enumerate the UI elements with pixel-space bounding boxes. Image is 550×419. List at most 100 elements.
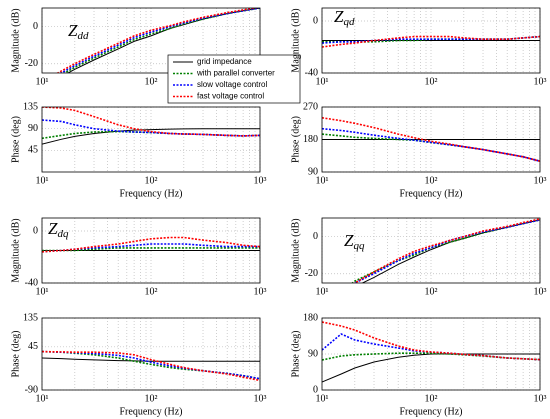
panel-title: Zqd [334, 7, 355, 28]
legend-label: grid impedance [197, 57, 252, 66]
x-tick-label: 10² [145, 393, 158, 404]
legend-label: fast voltage control [197, 92, 264, 101]
y-axis-label: Phase (deg) [10, 116, 21, 163]
x-axis-label: Frequency (Hz) [399, 188, 462, 199]
x-tick-label: 10³ [534, 175, 547, 186]
axes-frame [41, 7, 261, 74]
series-line [322, 127, 540, 162]
y-tick-label: 180 [303, 134, 318, 145]
x-tick-label: 10³ [254, 175, 267, 186]
x-tick-label: 10¹ [316, 393, 329, 404]
plot-area [42, 350, 260, 382]
x-tick-label: 10² [425, 76, 438, 87]
axes-frame [321, 217, 541, 284]
title-main: Z [344, 231, 354, 250]
title-sub: dd [77, 30, 89, 42]
y-tick-label: 90 [28, 123, 38, 134]
y-axis-label: Magnitude (dB) [290, 218, 301, 282]
title-main: Z [68, 21, 78, 40]
title-sub: dq [57, 228, 69, 240]
y-axis-label: Magnitude (dB) [10, 8, 21, 72]
x-tick-label: 10² [145, 76, 158, 87]
y-tick-label: -20 [305, 268, 318, 279]
y-tick-label: 45 [28, 145, 38, 156]
x-axis-label: Frequency (Hz) [399, 406, 462, 417]
series-line [42, 128, 260, 145]
x-tick-label: 10² [425, 286, 438, 297]
y-tick-label: -40 [305, 67, 318, 78]
x-tick-label: 10¹ [36, 393, 49, 404]
y-tick-label: 45 [28, 341, 38, 352]
legend-label: slow voltage control [197, 80, 267, 89]
legend-box [167, 54, 301, 104]
series-line [322, 35, 540, 48]
axes-frame [321, 106, 541, 173]
x-tick-label: 10² [425, 175, 438, 186]
y-axis-label: Phase (deg) [10, 331, 21, 378]
y-tick-label: 135 [23, 312, 38, 323]
series-line [42, 350, 260, 380]
series-line [42, 107, 260, 137]
x-tick-label: 10³ [534, 286, 547, 297]
plot-area [322, 35, 540, 48]
y-axis-label: Phase (deg) [290, 116, 301, 163]
axes-frame [41, 217, 261, 284]
y-tick-label: 135 [23, 101, 38, 112]
series-line [42, 350, 260, 382]
x-tick-label: 10¹ [36, 76, 49, 87]
axes-frame [41, 317, 261, 391]
series-line [322, 35, 540, 44]
x-tick-label: 10¹ [36, 175, 49, 186]
series-line [42, 119, 260, 137]
x-axis-label: Frequency (Hz) [119, 406, 182, 417]
x-tick-label: 10¹ [316, 286, 329, 297]
x-tick-label: 10² [425, 393, 438, 404]
y-tick-label: 0 [313, 384, 318, 395]
title-sub: qd [343, 16, 355, 28]
series-line [322, 333, 540, 361]
panel-title: Zqq [344, 231, 365, 252]
series-line [322, 117, 540, 162]
y-tick-label: 90 [308, 348, 318, 359]
x-tick-label: 10² [145, 286, 158, 297]
series-line [322, 133, 540, 162]
x-tick-label: 10¹ [316, 76, 329, 87]
x-tick-label: 10³ [534, 393, 547, 404]
series-line [42, 357, 260, 362]
y-tick-label: -20 [25, 58, 38, 69]
x-tick-label: 10¹ [316, 175, 329, 186]
title-main: Z [48, 219, 58, 238]
y-axis-label: Magnitude (dB) [10, 218, 21, 282]
y-tick-label: 90 [308, 166, 318, 177]
axes-frame [41, 106, 261, 173]
x-tick-label: 10³ [534, 76, 547, 87]
series-line [42, 247, 260, 252]
series-line [42, 236, 260, 253]
y-tick-label: 0 [313, 231, 318, 242]
plot-area [322, 321, 540, 383]
y-axis-label: Magnitude (dB) [290, 8, 301, 72]
title-sub: qq [353, 240, 365, 252]
y-tick-label: -40 [25, 277, 38, 288]
x-tick-label: 10¹ [36, 286, 49, 297]
y-tick-label: 0 [33, 21, 38, 32]
plot-area [42, 236, 260, 253]
x-tick-label: 10³ [254, 286, 267, 297]
plot-area [351, 218, 540, 283]
series-line [62, 8, 260, 73]
plot-area [322, 117, 540, 162]
x-tick-label: 10² [145, 175, 158, 186]
y-tick-label: 0 [33, 225, 38, 236]
y-tick-label: 180 [303, 312, 318, 323]
axes-frame [321, 7, 541, 74]
title-main: Z [334, 7, 344, 26]
y-tick-label: -90 [25, 384, 38, 395]
series-line [322, 321, 540, 361]
axes-frame [321, 317, 541, 391]
x-axis-label: Frequency (Hz) [119, 188, 182, 199]
legend-label: with parallel converter [196, 69, 275, 78]
series-line [353, 219, 540, 283]
plot-area [56, 8, 260, 73]
panel-title: Zdd [68, 21, 89, 42]
